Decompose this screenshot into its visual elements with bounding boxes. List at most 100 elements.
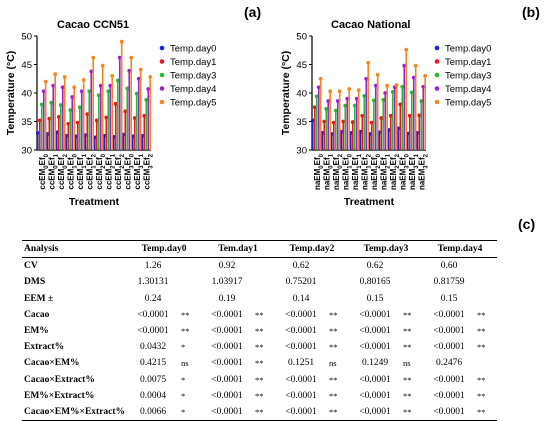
chart0-bar-point [148,75,153,79]
chart0-x-tick-label-part: 1 [72,165,78,169]
chart1-x-tick-label: naEM1Ef0 [341,153,353,190]
table-cell-significance: ** [255,390,264,401]
table-cell-value: 0.4215 [139,358,167,369]
chart1-legend-label: Temp.day5 [445,98,491,109]
column-header: Temp.day0 [127,239,202,259]
table-row: EM%×Extract% 0.0004 * <0.0001 ** <0.0001 ** <0.… [22,388,497,404]
table-cell-value: <0.0001 [211,358,243,369]
chart1-x-tick-label-part: naEM [360,168,369,190]
chart0-legend-marker [159,99,165,105]
chart0-x-tick-label: ccEM1Ef0 [66,153,78,189]
chart1-x-tick-label-part: Ef [370,157,379,165]
chart1-bar-point [394,83,399,87]
chart1-x-tick-label-part: Ef [341,157,350,165]
chart0-x-tick-label: ccEM2Ef2 [114,153,126,189]
row-label: EM%×Extract% [24,390,95,401]
chart1-x-tick-label-part: 1 [366,165,372,169]
chart0-bar-point [41,89,46,94]
chart0-bar-point [49,100,54,105]
chart1-legend-marker [434,99,440,105]
chart0-bar-point [132,116,137,120]
chart1-bar-point [362,93,367,98]
chart0-x-tick-label-part: 1 [139,153,145,157]
chart1-x-tick-label: naEM0Ef2 [332,153,344,190]
table-cell-significance: ** [329,342,338,353]
table-row: Cacao×EM% 0.4215 ns <0.0001 ** 0.1251 ns 0.1249… [22,355,497,371]
chart1-x-tick-label-part: 1 [357,153,363,157]
chart1-bar-point [373,83,378,88]
panel-a-label: (a) [244,4,262,20]
chart1-bar-point [390,89,395,94]
panel-b-label: (b) [522,4,540,20]
table-cell-value: 0.2476 [435,358,463,369]
row-label: Cacao×EM% [24,358,80,369]
table-cell-value: 0.15 [440,293,458,304]
table-cell-value: 0.62 [292,261,310,272]
chart0-x-tick-label-part: Ef [85,157,94,165]
table-cell-value: 0.0075 [139,374,167,385]
chart0-x-tick-label-part: ccEM [76,168,85,189]
chart0-bar-point [129,55,134,60]
chart0-x-tick-label-part: Ef [123,157,132,165]
table-cell-significance [475,355,497,371]
chart0-bar-point [85,112,90,116]
chart0-y-tick-label: 35 [21,117,32,128]
chart1-bar-point [324,107,329,111]
chart0-bar-point [47,116,52,121]
table-cell-significance: ** [403,342,412,353]
panel-a-title: Cacao CCN51 [57,19,130,31]
chart0-bar-point [117,55,122,60]
chart1-legend-label: Temp.day3 [445,71,491,82]
row-label: EM% [24,326,49,337]
chart0-bar-point [144,97,149,102]
table-cell-significance [401,258,423,275]
chart1-x-tick-label-part: 2 [395,165,401,169]
chart1-bar-point [322,119,327,124]
chart1-y-tick-label: 50 [296,32,307,43]
table-cell-value: 1.26 [144,261,162,272]
chart1-bar-point [310,118,315,123]
chart1-bar-point [407,113,412,118]
chart1-bar-point [350,120,355,124]
table-cell-significance [475,274,497,290]
table-cell-value: 0.92 [218,261,236,272]
chart1-x-tick-label-part: naEM [341,168,350,190]
chart0-bar-point [96,93,101,98]
chart1-bar-point [400,84,405,89]
chart1-x-tick-label-part: 0 [319,153,325,157]
chart0-bar-point [81,77,86,82]
chart1-x-tick-label-part: naEM [389,168,398,190]
table-cell-value: 0.0066 [127,403,180,421]
table-cell-significance: ** [181,326,190,337]
table-cell-value: <0.0001 [137,309,169,320]
chart0-x-tick-label-part: 2 [110,165,116,169]
chart0-bar-point [60,85,65,90]
chart0-y-tick-label: 40 [21,89,32,100]
table-cell-value: <0.0001 [201,403,254,421]
chart1-x-tick-label-part: 0 [338,165,344,169]
chart0-bar-point [62,75,67,79]
table-cell-significance: ** [327,403,350,421]
chart1-x-tick-label-part: Ef [332,157,341,165]
chart1-x-tick-label-part: 0 [376,153,382,157]
chart0-bar-point [72,85,77,90]
table-row: Extract% 0.0432 * <0.0001 ** <0.0001 ** <0.0001… [22,339,497,355]
chart0-y-tick-label: 30 [21,146,32,157]
chart0-x-tick-label: ccEM0Ef2 [57,153,69,189]
chart0-legend-marker [159,72,165,78]
chart1-bar-point [421,84,426,89]
chart0-x-tick-label-part: 3 [139,165,145,169]
table-cell-value: 0.81759 [433,277,465,288]
chart0-bar-point [39,102,44,107]
table-cell-significance: ns [403,358,411,369]
chart0-x-tick-label-part: 1 [82,165,88,169]
chart1-bar-point [402,63,407,68]
chart1-x-tick-label-part: 0 [328,165,334,169]
panel-b-title: Cacao National [331,19,411,31]
chart0-bar-point [87,89,92,94]
chart1-x-tick-label-part: 0 [319,165,325,169]
table-cell-value: 0.0432 [139,342,167,353]
table-cell-value: 0.24 [144,293,162,304]
chart0-legend-label: Temp.day5 [170,98,216,109]
chart0-bar-point [98,83,103,88]
